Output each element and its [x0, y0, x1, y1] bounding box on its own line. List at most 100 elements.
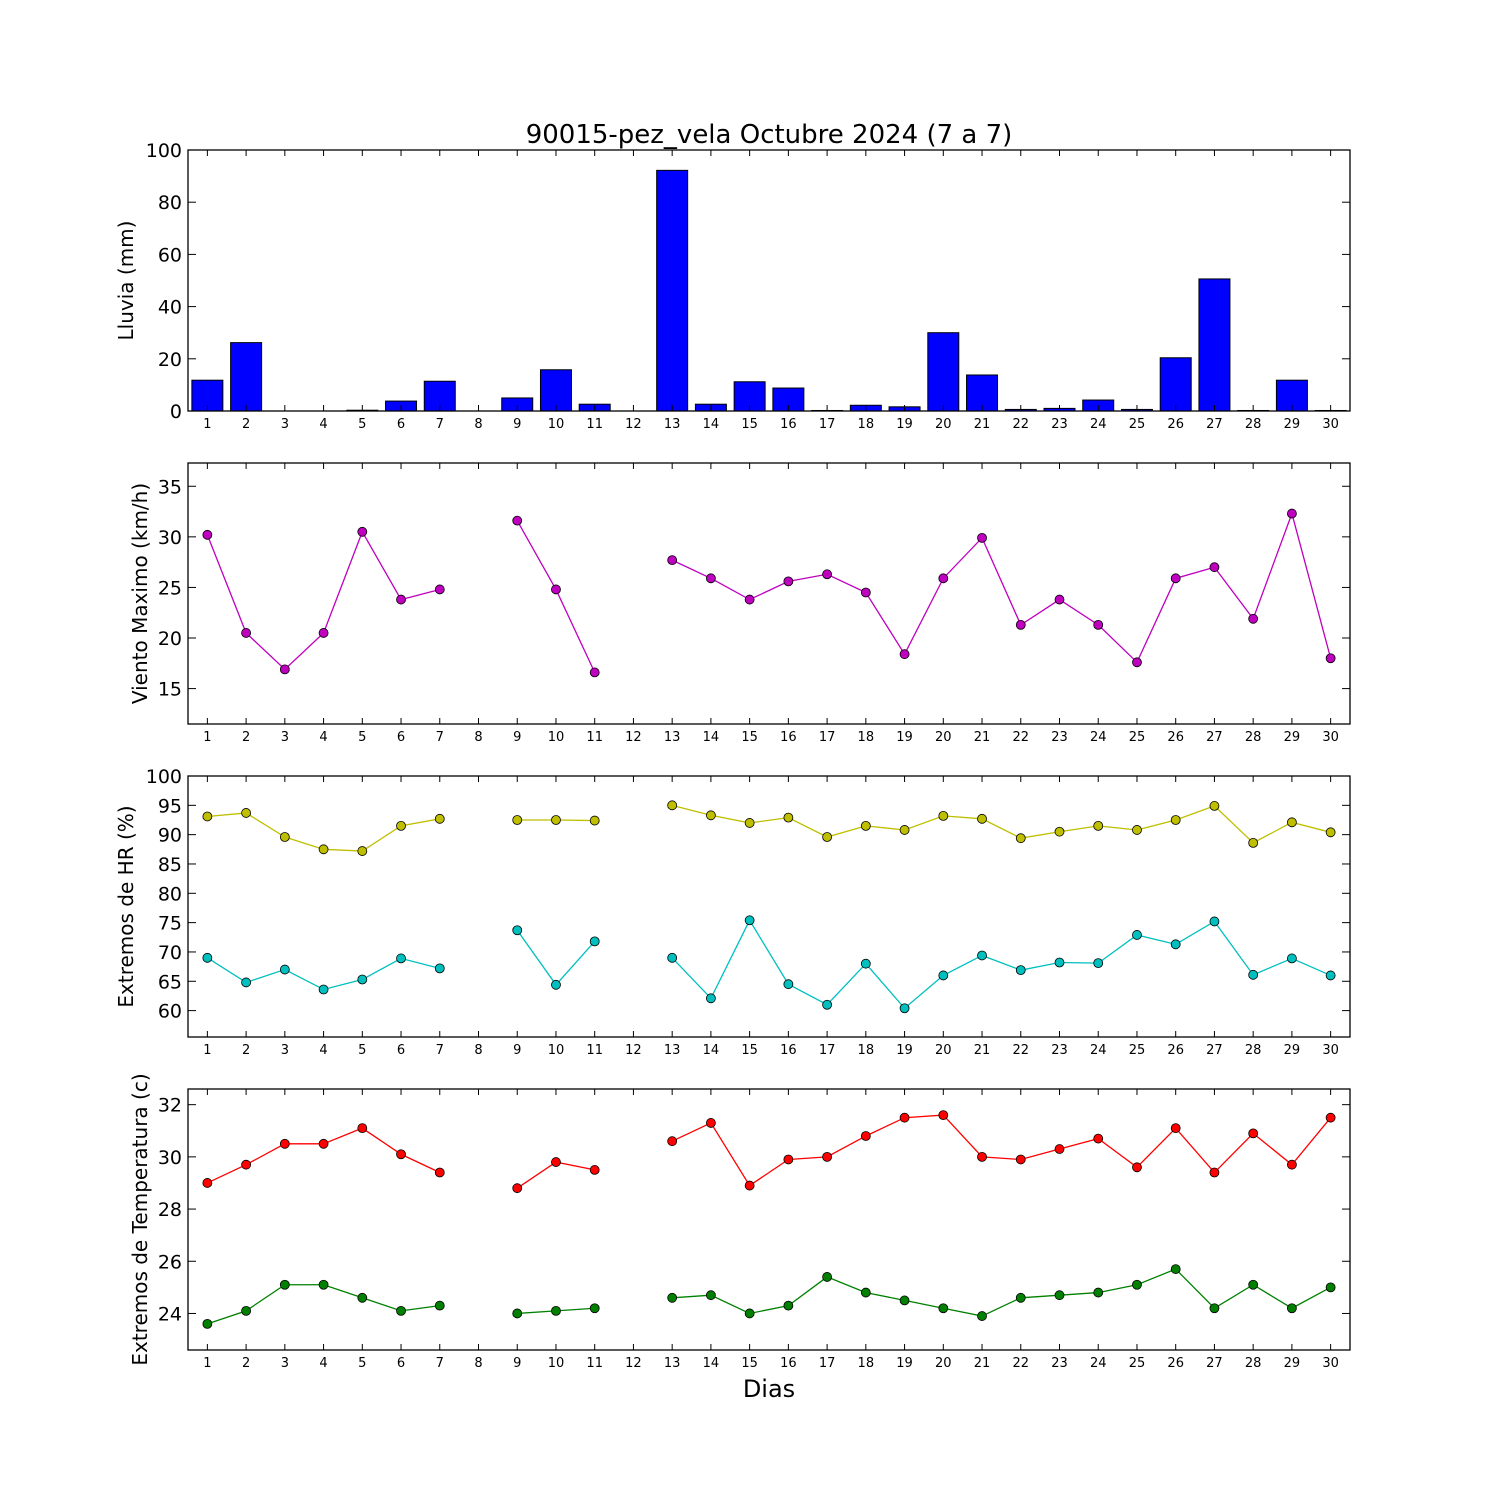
- temperature-series-1-point-27: [1209, 1303, 1220, 1314]
- x-tick-label: 14: [703, 417, 720, 432]
- humidity-series-0-point-6: [396, 820, 406, 831]
- x-tick-label: 6: [397, 417, 405, 432]
- humidity-series-0-point-23: [1054, 826, 1065, 837]
- temperature-series-0-point-11: [589, 1165, 600, 1175]
- wind-series-0-point-29: [1287, 508, 1297, 519]
- wind-series-0-point-7: [434, 584, 445, 595]
- y-tick-label: 60: [158, 1001, 182, 1023]
- temperature-series-0-point-24: [1093, 1133, 1104, 1144]
- x-tick-label: 12: [625, 730, 642, 745]
- humidity-series-1-point-6: [396, 953, 406, 964]
- humidity-series-1-point-22: [1015, 965, 1026, 976]
- x-tick-label: 29: [1284, 1356, 1301, 1371]
- x-tick-label: 13: [664, 1356, 681, 1371]
- y-tick-label: 60: [158, 244, 182, 266]
- x-tick-label: 4: [319, 1356, 327, 1371]
- wind-series-0-point-28: [1248, 613, 1259, 624]
- x-tick-label: 30: [1322, 730, 1339, 745]
- humidity-series-0-point-26: [1170, 815, 1181, 825]
- humidity-series-0-point-25: [1132, 825, 1142, 835]
- temperature-series-1-point-18: [860, 1287, 871, 1298]
- x-tick-label: 6: [397, 1356, 405, 1371]
- temperature-series-1-point-4: [318, 1279, 329, 1290]
- x-tick-label: 27: [1206, 730, 1223, 745]
- wind-series-0-point-6: [396, 594, 406, 605]
- y-tick-label: 0: [170, 401, 182, 423]
- temperature-series-0-point-28: [1248, 1128, 1259, 1139]
- humidity-series-1-point-30: [1325, 970, 1336, 981]
- x-tick-label: 18: [858, 1043, 875, 1058]
- x-tick-label: 28: [1245, 1356, 1262, 1371]
- humidity-series-1-point-29: [1287, 953, 1297, 964]
- y-tick-label: 28: [158, 1199, 182, 1221]
- wind-series-0-point-27: [1209, 562, 1220, 573]
- humidity-series-0-point-18: [860, 820, 871, 831]
- temperature-series-1-point-23: [1054, 1290, 1065, 1301]
- y-tick-label: 30: [158, 527, 182, 549]
- temperature-series-1-point-29: [1287, 1303, 1297, 1314]
- humidity-series-1-point-9: [512, 925, 523, 936]
- x-tick-label: 11: [586, 1043, 603, 1058]
- humidity-series-1-point-15: [744, 915, 755, 926]
- x-tick-label: 12: [625, 1043, 642, 1058]
- y-axis-label-wind: Viento Maximo (km/h): [128, 483, 152, 704]
- wind-series-0-point-21: [977, 532, 987, 543]
- x-tick-label: 18: [858, 417, 875, 432]
- humidity-series-1-point-5: [357, 974, 368, 985]
- y-tick-label: 100: [146, 766, 182, 788]
- x-tick-label: 20: [935, 417, 952, 432]
- x-tick-label: 3: [281, 1356, 289, 1371]
- chart-title: 90015-pez_vela Octubre 2024 (7 a 7): [526, 120, 1013, 150]
- humidity-series-1-point-7: [434, 963, 445, 974]
- x-tick-label: 23: [1051, 1356, 1068, 1371]
- x-tick-label: 3: [281, 1043, 289, 1058]
- y-axis-label-rain: Lluvia (mm): [114, 221, 138, 341]
- x-tick-label: 13: [664, 1043, 681, 1058]
- temperature-series-1-point-3: [279, 1279, 290, 1290]
- temperature-series-0-point-6: [396, 1149, 406, 1160]
- x-tick-label: 21: [974, 417, 991, 432]
- temperature-series-1-point-2: [241, 1305, 252, 1316]
- temperature-series-1-point-24: [1093, 1287, 1104, 1298]
- x-tick-label: 14: [703, 1356, 720, 1371]
- humidity-series-0-point-30: [1325, 827, 1336, 838]
- humidity-series-0-point-1: [202, 811, 213, 822]
- x-tick-label: 29: [1284, 730, 1301, 745]
- y-tick-label: 80: [158, 192, 182, 214]
- x-tick-label: 1: [203, 1356, 211, 1371]
- temperature-series-1-point-6: [396, 1305, 406, 1316]
- x-tick-label: 24: [1090, 417, 1107, 432]
- wind-series-0-point-19: [899, 649, 910, 660]
- temperature-series-0-point-18: [860, 1131, 871, 1141]
- humidity-series-1-point-17: [822, 999, 832, 1010]
- temperature-series-1-point-30: [1325, 1282, 1336, 1293]
- x-tick-label: 16: [780, 1356, 797, 1371]
- x-tick-label: 27: [1206, 1356, 1223, 1371]
- humidity-series-0-point-11: [589, 815, 600, 826]
- humidity-series-1-point-14: [706, 993, 716, 1004]
- temperature-series-0-point-29: [1287, 1159, 1297, 1170]
- temperature-series-0-line: [671, 1114, 1332, 1187]
- x-tick-label: 16: [780, 1043, 797, 1058]
- x-tick-label: 9: [513, 1043, 521, 1058]
- y-tick-label: 75: [158, 913, 182, 935]
- x-tick-label: 22: [1012, 1356, 1029, 1371]
- humidity-series-1-point-21: [977, 950, 987, 961]
- x-tick-label: 5: [358, 1043, 366, 1058]
- humidity-series-0-point-17: [822, 832, 832, 842]
- x-tick-label: 28: [1245, 417, 1262, 432]
- rain-bar-2: [230, 342, 263, 412]
- humidity-series-1-point-26: [1170, 939, 1181, 950]
- x-tick-label: 11: [586, 730, 603, 745]
- x-tick-label: 5: [358, 730, 366, 745]
- temperature-series-1-point-10: [551, 1305, 561, 1316]
- x-tick-label: 26: [1167, 1356, 1184, 1371]
- temperature-series-0-point-10: [551, 1157, 561, 1167]
- temperature-series-0-point-22: [1015, 1154, 1026, 1165]
- temperature-series-1-line: [672, 1268, 1331, 1317]
- x-tick-label: 17: [819, 417, 836, 432]
- x-tick-label: 2: [242, 730, 250, 745]
- temperature-series-1-point-7: [434, 1300, 445, 1311]
- x-tick-label: 27: [1206, 1043, 1223, 1058]
